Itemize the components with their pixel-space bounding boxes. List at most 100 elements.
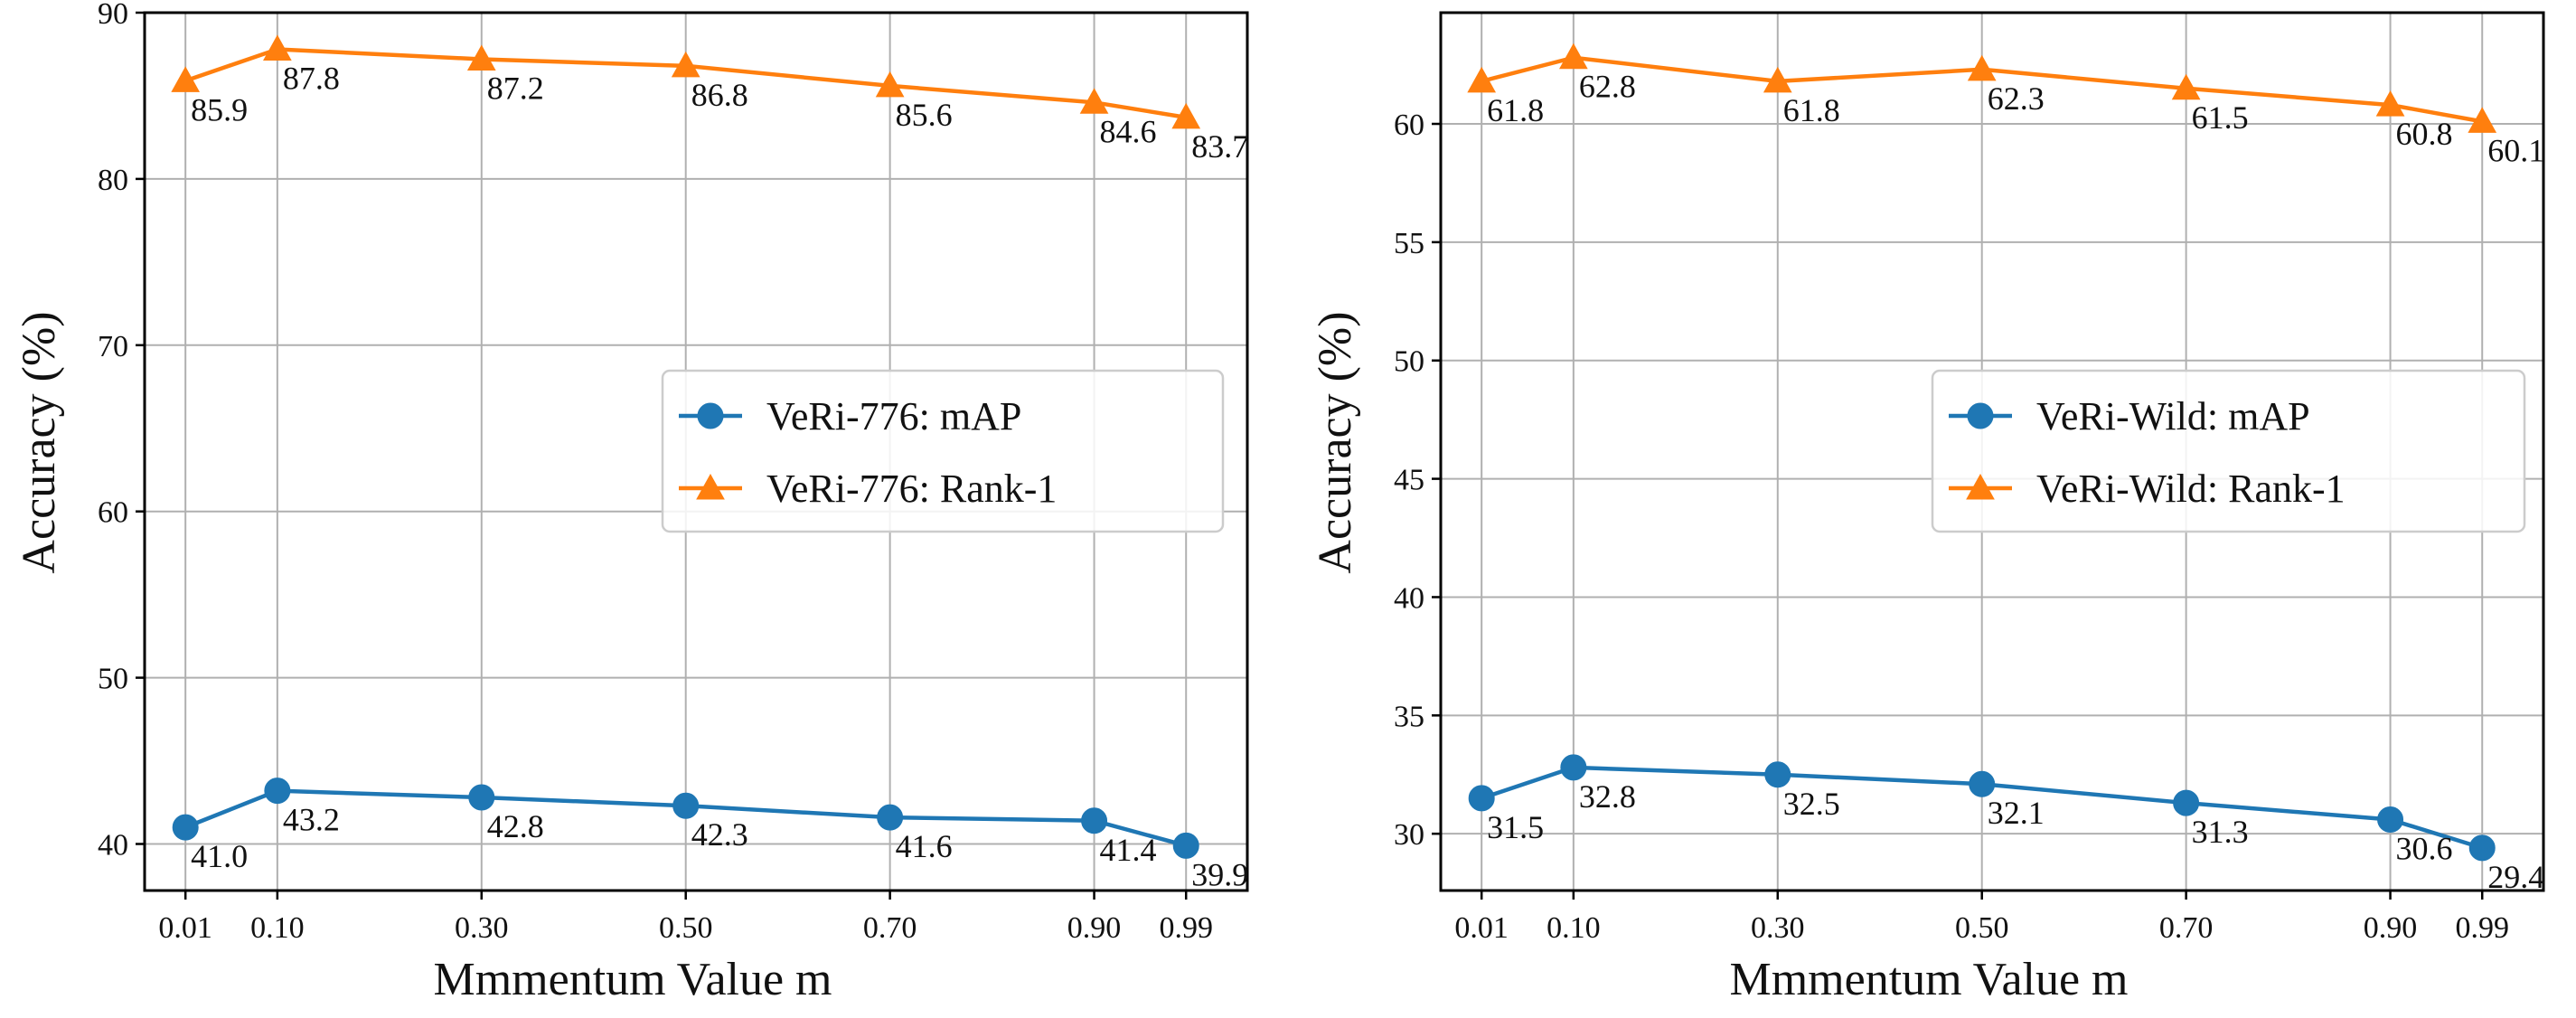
y-tick-label: 60 (98, 496, 128, 530)
data-point (172, 814, 199, 841)
data-point (1763, 66, 1792, 93)
data-label: 60.8 (2396, 116, 2453, 152)
legend: VeRi-Wild: mAP VeRi-Wild: Rank-1 (1931, 369, 2526, 533)
data-label: 86.8 (691, 77, 748, 113)
y-tick-label: 40 (98, 829, 128, 862)
legend-entry: VeRi-Wild: Rank-1 (1949, 467, 2346, 511)
legend-label: VeRi-776: Rank-1 (766, 467, 1057, 511)
legend-marker (697, 402, 724, 429)
data-point (672, 792, 700, 819)
data-point (2468, 834, 2496, 862)
data-point (2173, 789, 2200, 816)
y-tick-label: 50 (1394, 345, 1424, 379)
data-point (877, 804, 904, 831)
plot-frame (1439, 11, 2545, 892)
data-label: 84.6 (1100, 113, 1157, 149)
x-tick-label: 0.50 (659, 911, 713, 945)
data-label: 42.3 (691, 816, 748, 853)
legend-entry: VeRi-776: mAP (679, 394, 1021, 438)
data-point (1172, 832, 1199, 859)
data-point (1764, 761, 1791, 788)
data-point (1171, 102, 1201, 129)
y-tick-label: 60 (1394, 108, 1424, 142)
series-map: 31.5 32.8 32.5 32.1 31.3 30.6 29.4 (1468, 754, 2544, 895)
y-tick-label: 90 (98, 0, 128, 31)
data-label: 87.2 (487, 70, 544, 106)
x-tick-label: 0.90 (2364, 911, 2418, 945)
x-tick-label: 0.10 (250, 911, 305, 945)
legend-entry: VeRi-776: Rank-1 (679, 467, 1057, 511)
data-label: 30.6 (2396, 830, 2453, 866)
data-point (1079, 88, 1109, 114)
series-map: 41.0 43.2 42.8 42.3 41.6 41.4 39.9 (172, 778, 1248, 892)
data-label: 61.8 (1487, 92, 1544, 128)
data-label: 39.9 (1191, 856, 1248, 892)
legend-label: VeRi-Wild: mAP (2036, 394, 2310, 438)
data-label: 61.5 (2192, 99, 2249, 136)
data-label: 61.8 (1783, 92, 1840, 128)
data-point (466, 44, 496, 71)
data-point (1081, 807, 1108, 834)
legend-label: VeRi-Wild: Rank-1 (2036, 467, 2346, 511)
x-tick-label: 0.01 (158, 911, 212, 945)
data-label: 43.2 (283, 802, 340, 838)
data-point (1467, 66, 1497, 93)
legend-marker (696, 473, 725, 500)
data-point (671, 51, 700, 78)
data-point (1468, 785, 1495, 812)
y-tick-label: 80 (98, 164, 128, 197)
chart-veri-wild: 0.01 0.10 0.30 0.50 0.70 0.90 0.99 30 35 40 45 50 55… (1310, 11, 2545, 1005)
x-tick-label: 0.30 (455, 911, 509, 945)
x-tick-label: 0.30 (1751, 911, 1805, 945)
data-point (2375, 90, 2405, 117)
data-label: 31.5 (1487, 809, 1544, 845)
data-label: 32.8 (1579, 778, 1636, 815)
data-point (263, 34, 292, 61)
data-label: 87.8 (283, 60, 340, 96)
data-point (171, 66, 201, 92)
legend-entry: VeRi-Wild: mAP (1949, 394, 2310, 438)
x-tick-label: 0.01 (1454, 911, 1509, 945)
data-label: 31.3 (2192, 814, 2249, 850)
data-point (2468, 107, 2497, 133)
y-tick-label: 50 (98, 663, 128, 696)
data-label: 41.4 (1100, 832, 1157, 868)
y-tick-label: 70 (98, 330, 128, 363)
y-axis-label: Accuracy (%) (14, 311, 65, 573)
data-label: 42.8 (487, 808, 544, 844)
data-point (2171, 73, 2201, 100)
data-point (1560, 754, 1587, 781)
x-tick-label: 0.10 (1547, 911, 1601, 945)
data-label: 41.6 (896, 828, 953, 864)
data-point (2377, 806, 2404, 833)
legend-marker (1967, 402, 1994, 429)
data-point (264, 778, 291, 805)
y-tick-label: 30 (1394, 818, 1424, 852)
x-axis-label: Mmmentum Value m (1729, 954, 2128, 1005)
chart-veri-776: 0.01 0.10 0.30 0.50 0.70 0.90 0.99 40 50 60 70 80 90… (14, 0, 1249, 1005)
y-axis-label: Accuracy (%) (1310, 311, 1361, 573)
data-label: 32.1 (1988, 795, 2045, 831)
data-label: 32.5 (1783, 786, 1840, 822)
data-label: 85.6 (896, 97, 953, 133)
data-point (875, 71, 905, 98)
legend-box (1931, 369, 2526, 533)
x-tick-label: 0.90 (1067, 911, 1122, 945)
x-tick-label: 0.70 (2159, 911, 2214, 945)
x-tick-label: 0.50 (1955, 911, 2009, 945)
y-tick-label: 35 (1394, 700, 1424, 733)
data-label: 62.8 (1579, 69, 1636, 105)
data-point (1969, 770, 1996, 797)
legend-marker (1966, 473, 1995, 500)
legend-box (661, 369, 1225, 533)
y-tick-label: 45 (1394, 464, 1424, 497)
data-label: 29.4 (2487, 859, 2544, 895)
data-label: 85.9 (191, 91, 248, 127)
x-tick-label: 0.99 (2455, 911, 2509, 945)
series-rank1: 85.9 87.8 87.2 86.8 85.6 84.6 83.7 (171, 34, 1248, 165)
data-label: 41.0 (191, 838, 248, 874)
data-label: 60.1 (2487, 132, 2544, 168)
x-tick-label: 0.70 (863, 911, 917, 945)
legend: VeRi-776: mAP VeRi-776: Rank-1 (661, 369, 1225, 533)
